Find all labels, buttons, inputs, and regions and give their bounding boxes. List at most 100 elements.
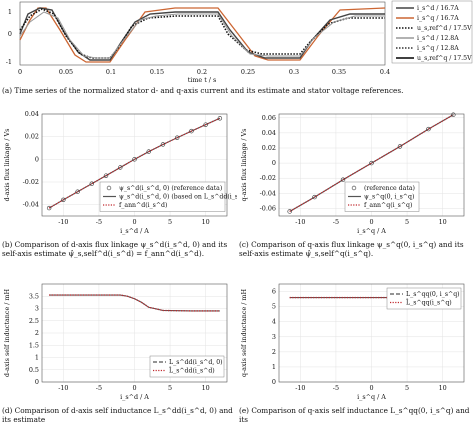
- xtick-3: 0.15: [150, 68, 164, 76]
- legend-label-2: f_ann^q(i_s^q): [364, 202, 412, 209]
- d-inductance-chart: -10 -5 0 5 10 0 0.5 1 1.5 2 2.5 3 3.5 i_s^d / A d-axis…: [3, 283, 228, 401]
- ytick-neg1: -1: [6, 58, 12, 66]
- ytick-label-6: 3: [35, 305, 39, 313]
- ytick-label-3: 1.5: [29, 341, 39, 349]
- y-axis-label: q-axis flux linkage / Vs: [240, 129, 248, 202]
- ref-point-0: [287, 209, 292, 214]
- ytick-1: 1: [8, 8, 12, 16]
- ref-point-8: [160, 142, 166, 147]
- xtick-label-4: 10: [439, 384, 447, 392]
- ytick-label-5: 2.5: [29, 317, 39, 325]
- xtick-label-2: 0: [132, 384, 136, 392]
- ytick-label-0: 0: [35, 378, 39, 386]
- ytick-label-2: -0.02: [260, 174, 276, 182]
- xtick-label-2: 0: [369, 384, 373, 392]
- xtick-label-3: 5: [405, 384, 409, 392]
- caption-b: (b) Comparison of d-axis flux linkage ψ_…: [2, 240, 228, 258]
- time-xlabel: time t / s: [188, 76, 217, 84]
- trace-ud-dotted: [19, 8, 385, 59]
- ref-point-6: [132, 157, 137, 162]
- svg-text:u_s,ref^d / 17.5V: u_s,ref^d / 17.5V: [417, 25, 472, 32]
- ytick-label-1: -0.02: [23, 178, 39, 186]
- xtick-label-2: 0: [369, 218, 373, 226]
- ytick-label-4: 2: [35, 329, 39, 337]
- xtick-label-4: 10: [202, 384, 210, 392]
- svg-text:i_s^d / 16.7A: i_s^d / 16.7A: [417, 5, 459, 12]
- d-flux-chart: -10 -5 0 5 10 -0.04 -0.02 0 0.02 0.04 i_s^d / A d-a…: [3, 110, 260, 235]
- x-axis-label: i_s^q / A: [357, 393, 386, 401]
- xtick-label-3: 5: [168, 218, 172, 226]
- legend-box: [149, 355, 225, 378]
- ytick-label-3: 0: [272, 159, 276, 167]
- legend-box: [99, 181, 226, 212]
- ref-point-2: [340, 177, 346, 182]
- legend-marker-0: [351, 185, 357, 191]
- ref-point-7: [146, 149, 151, 154]
- legend-label-2: f_ann^d(i_s^d): [119, 202, 167, 209]
- ytick-label-6: 6: [272, 288, 276, 296]
- xtick-label-1: -5: [96, 218, 102, 226]
- ytick-label-4: 0.02: [262, 144, 276, 152]
- xtick-8: 0.4: [380, 68, 390, 76]
- ytick-label-3: 0.02: [25, 133, 39, 141]
- x-axis-label: i_s^d / A: [120, 393, 149, 401]
- ytick-label-1: -0.04: [260, 189, 276, 197]
- x-axis-label: i_s^q / A: [357, 227, 386, 235]
- legend-box: [386, 287, 462, 310]
- legend-label-0: L_s^qq(0, i_s^q): [406, 291, 460, 298]
- legend-entry-isq-12: i_s^q / 12.8A: [396, 45, 459, 52]
- legend-label-1: ψ_s^q(0, i_s^q): [364, 194, 414, 201]
- q-inductance-chart: -10 -5 0 5 10 0 1 2 3 4 5 6 i_s^q / A q-axis self ind…: [240, 283, 465, 401]
- ref-point-12: [217, 116, 223, 121]
- ref-point-11: [203, 122, 208, 127]
- ref-point-4: [397, 144, 403, 149]
- legend-entry-ud-ref: u_s,ref^d / 17.5V: [396, 25, 472, 32]
- ref-point-9: [174, 135, 180, 140]
- plot-frame: [41, 113, 228, 217]
- caption-e: (e) Comparison of q-axis self inductance…: [239, 406, 470, 424]
- ytick-label-2: 2: [272, 348, 276, 356]
- time-series-chart: 1 0 -1 0 0.05 0.1 0.15 0.2 0.25 0.3 0.35…: [6, 0, 473, 84]
- ref-point-3: [89, 181, 95, 186]
- legend-label-0: (reference data): [364, 185, 415, 192]
- ytick-label-5: 5: [272, 303, 276, 311]
- ref-point-2: [75, 189, 80, 194]
- panel-c: -10 -5 0 5 10 -0.06 -0.04 -0.02 0 0.02 0.04 0.06 i_s…: [237, 108, 474, 278]
- xtick-label-1: -5: [96, 384, 102, 392]
- ytick-label-3: 3: [272, 333, 276, 341]
- svg-text:u_s,ref^q / 17.5V: u_s,ref^q / 17.5V: [417, 55, 472, 62]
- xtick-label-1: -5: [333, 218, 339, 226]
- legend-label-1: L̂_s^qq(i_s^q): [406, 299, 452, 306]
- xtick-5: 0.25: [241, 68, 255, 76]
- y-axis-label: q-axis self inductance / mH: [240, 288, 248, 377]
- xtick-label-1: -5: [333, 384, 339, 392]
- xtick-0: 0: [18, 68, 22, 76]
- xtick-label-2: 0: [132, 218, 136, 226]
- legend-entry-isq-16: i_s^q / 16.7A: [396, 15, 459, 22]
- ytick-label-0: -0.04: [23, 201, 39, 209]
- plot-frame: [278, 113, 465, 217]
- svg-text:i_s^d / 12.8A: i_s^d / 12.8A: [417, 35, 459, 42]
- legend-box: [344, 181, 420, 212]
- xtick-label-0: -10: [58, 384, 68, 392]
- ref-point-10: [189, 128, 194, 134]
- ref-point-4: [103, 173, 109, 178]
- ytick-label-6: 0.06: [262, 114, 276, 122]
- ref-point-6: [451, 112, 456, 117]
- xtick-label-4: 10: [439, 218, 447, 226]
- series-line-solid: [49, 294, 220, 312]
- xtick-6: 0.3: [289, 68, 299, 76]
- ytick-label-2: 1: [35, 354, 39, 362]
- xtick-1: 0.05: [59, 68, 73, 76]
- legend-label-0: L_s^dd(i_s^d, 0): [169, 359, 223, 366]
- ytick-label-0: -0.06: [260, 204, 276, 212]
- xtick-label-4: 10: [202, 218, 210, 226]
- ytick-label-2: 0: [35, 155, 39, 163]
- ytick-0: 0: [8, 30, 12, 38]
- caption-a: (a) Time series of the normalized stator…: [2, 86, 404, 95]
- caption-c: (c) Comparison of q-axis flux linkage ψ_…: [239, 240, 464, 258]
- time-series-legend: [391, 0, 473, 64]
- legend-label-1: L̂_s^dd(i_s^d): [169, 367, 215, 374]
- time-series-figure: 1 0 -1 0 0.05 0.1 0.15 0.2 0.25 0.3 0.35…: [0, 0, 474, 110]
- series-line-estimate: [48, 117, 221, 209]
